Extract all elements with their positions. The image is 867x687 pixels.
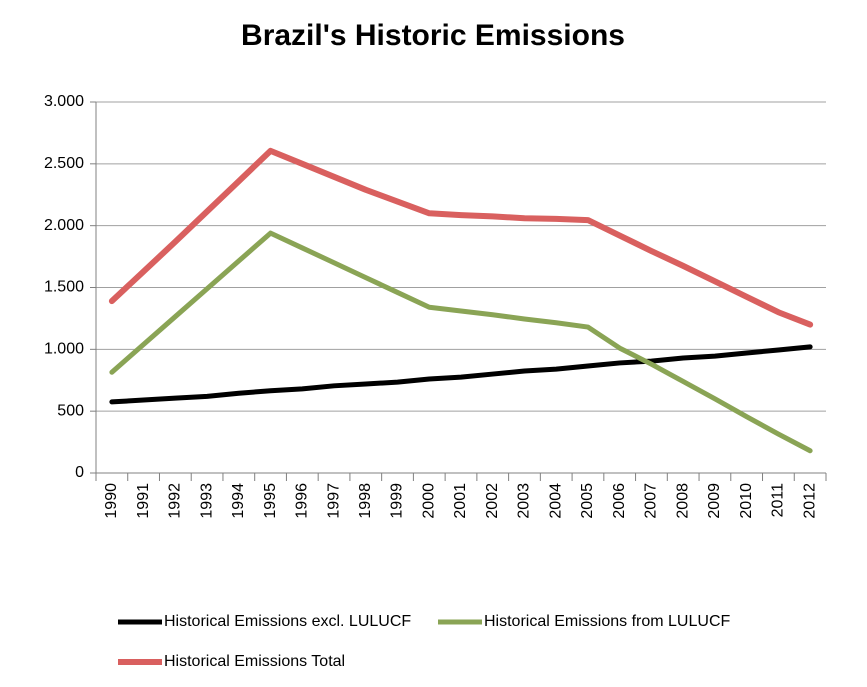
x-tick-label: 2010 <box>738 483 755 519</box>
x-tick-label: 1991 <box>135 483 152 519</box>
x-tick-label: 2006 <box>611 483 628 519</box>
x-tick-label: 1994 <box>230 483 247 519</box>
y-tick-label: 500 <box>57 402 84 419</box>
x-tick-label: 2003 <box>516 483 533 519</box>
legend-label: Historical Emissions from LULUCF <box>484 613 730 630</box>
x-tick-label: 2007 <box>643 483 660 519</box>
x-tick-label: 2012 <box>801 483 818 519</box>
series-line <box>109 344 813 405</box>
y-tick-label: 3.000 <box>44 93 84 110</box>
x-tick-label: 1999 <box>389 483 406 519</box>
y-tick-label: 1.000 <box>44 341 84 358</box>
x-tick-label: 1990 <box>103 483 120 519</box>
y-tick-label: 0 <box>75 464 84 481</box>
x-tick-label: 2008 <box>674 483 691 519</box>
x-tick-label: 2009 <box>706 483 723 519</box>
x-tick-label: 2002 <box>484 483 501 519</box>
x-tick-label: 1995 <box>262 483 279 519</box>
x-tick-label: 2011 <box>770 483 787 518</box>
x-tick-label: 2000 <box>420 483 437 519</box>
x-tick-label: 1997 <box>325 483 342 519</box>
y-tick-label: 2.000 <box>44 217 84 234</box>
x-tick-label: 2005 <box>579 483 596 519</box>
chart-title: Brazil's Historic Emissions <box>241 19 625 52</box>
y-tick-label: 2.500 <box>44 155 84 172</box>
legend-label: Historical Emissions excl. LULUCF <box>164 613 411 630</box>
x-tick-label: 2001 <box>452 483 469 519</box>
x-tick-label: 2004 <box>547 483 564 519</box>
series-line <box>109 230 813 454</box>
legend-label: Historical Emissions Total <box>164 653 345 670</box>
y-tick-label: 1.500 <box>44 279 84 296</box>
x-tick-label: 1998 <box>357 483 374 519</box>
series-line <box>108 147 814 328</box>
x-tick-label: 1993 <box>198 483 215 519</box>
x-tick-label: 1992 <box>167 483 184 519</box>
x-tick-label: 1996 <box>294 483 311 519</box>
